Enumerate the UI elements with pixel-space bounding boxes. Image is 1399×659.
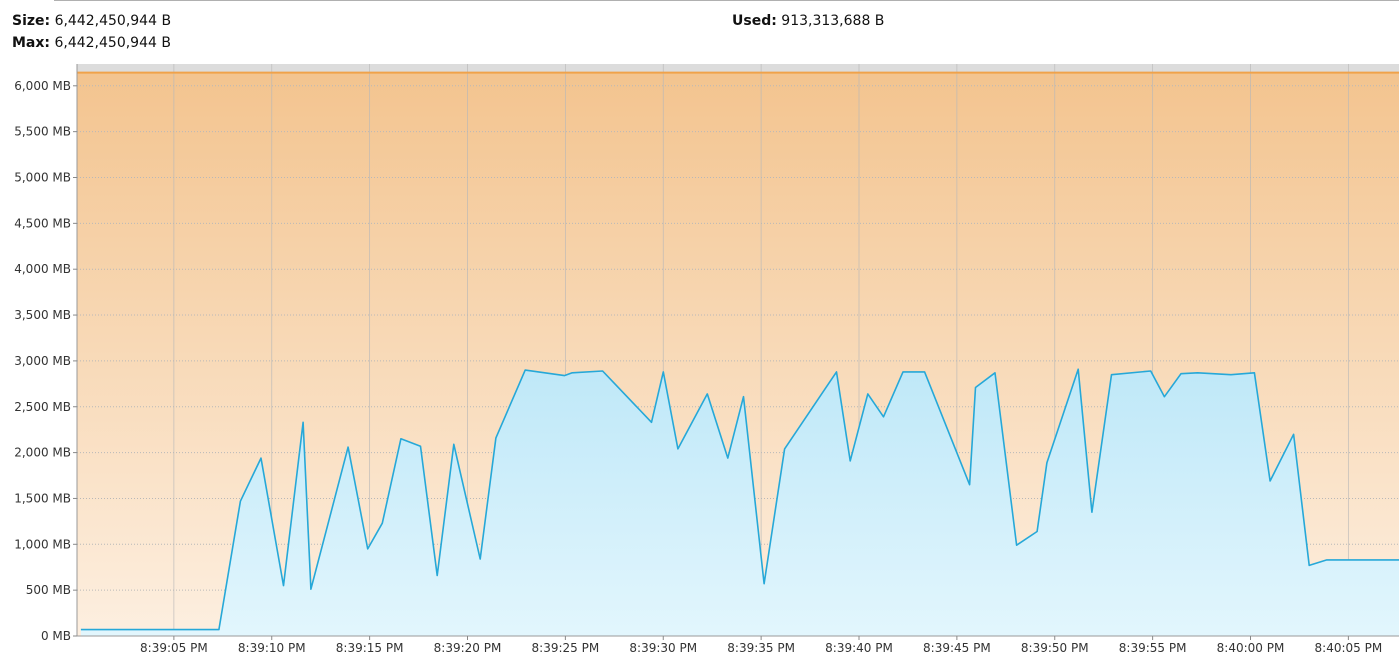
size-value: 6,442,450,944 B [54,13,172,29]
max-value: 6,442,450,944 B [54,35,171,51]
y-tick-label: 5,000 MB [14,171,71,185]
y-tick-label: 3,000 MB [14,354,71,368]
x-tick-labels: 8:39:05 PM 8:39:10 PM 8:39:15 PM 8:39:20 PM… [140,636,1382,655]
x-tick-label: 8:39:55 PM [1119,641,1187,655]
y-tick-label: 1,500 MB [14,491,71,505]
x-tick-label: 8:39:10 PM [238,641,306,655]
used-stat: Used: 913,313,688 B [732,13,884,29]
plot-top-band [77,64,1399,73]
y-tick-label: 6,000 MB [14,79,71,93]
max-stat: Max: 6,442,450,944 B [12,35,171,51]
y-tick-label: 500 MB [26,583,71,597]
x-tick-label: 8:39:35 PM [727,641,795,655]
x-tick-label: 8:39:20 PM [434,641,502,655]
size-stat: Size: 6,442,450,944 B [12,13,171,29]
size-label: Size: [12,13,51,29]
y-tick-label: 0 MB [41,629,71,643]
y-tick-label: 3,500 MB [14,308,71,322]
used-memory-line [80,368,1399,631]
x-tick-label: 8:39:45 PM [923,641,991,655]
used-label: Used: [732,13,777,29]
y-tick-label: 2,000 MB [14,446,71,460]
y-tick-label: 2,500 MB [14,400,71,414]
y-tick-label: 4,000 MB [14,262,71,276]
top-border-line [54,0,1399,1]
x-tick-label: 8:39:40 PM [825,641,893,655]
stats-header: Size: 6,442,450,944 B Max: 6,442,450,944… [0,0,1399,62]
x-tick-label: 8:39:15 PM [336,641,404,655]
used-memory-area [80,369,1399,636]
used-value: 913,313,688 B [781,13,885,29]
y-tick-label: 4,500 MB [14,216,71,230]
x-tick-label: 8:39:05 PM [140,641,208,655]
x-tick-label: 8:40:05 PM [1315,641,1383,655]
x-tick-label: 8:39:25 PM [532,641,600,655]
y-tick-labels: 0 MB 500 MB 1,000 MB 1,500 MB 2,000 MB 2,500 … [14,79,77,643]
y-tick-label: 1,000 MB [14,537,71,551]
max-label: Max: [12,35,51,51]
x-tick-label: 8:40:00 PM [1217,641,1285,655]
x-tick-label: 8:39:30 PM [629,641,697,655]
x-tick-label: 8:39:50 PM [1021,641,1089,655]
y-tick-label: 5,500 MB [14,125,71,139]
